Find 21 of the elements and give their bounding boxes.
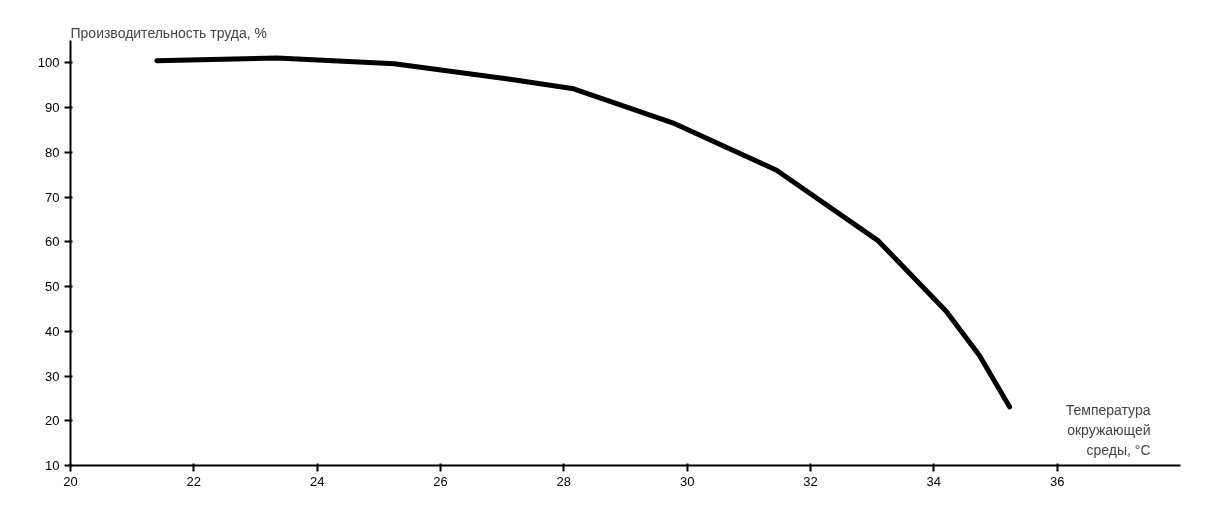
y-tick-label: 30 [45,368,60,384]
x-tick-label: 20 [63,473,78,489]
y-tick-label: 70 [45,189,60,205]
x-tick-label: 32 [803,473,818,489]
x-tick-label: 22 [186,473,202,489]
x-tick-label: 30 [679,473,695,489]
y-tick-label: 20 [45,413,60,429]
x-tick-label: 34 [926,473,942,489]
y-tick-label: 50 [45,279,60,295]
x-tick-label: 24 [309,473,325,489]
y-tick-label: 100 [37,55,60,71]
y-tick-label: 10 [45,458,60,473]
x-tick-label: 36 [1049,473,1065,489]
y-tick-label: 60 [45,234,60,250]
x-tick-label: 28 [556,473,572,489]
y-tick-label: 90 [45,100,60,116]
x-axis-title: Температура окружающей среды, °C [1065,401,1151,458]
y-tick-label: 40 [45,323,60,339]
y-axis-title: Производительность труда, % [70,24,268,41]
x-tick-label: 26 [433,473,448,489]
y-tick-label: 80 [45,144,60,160]
